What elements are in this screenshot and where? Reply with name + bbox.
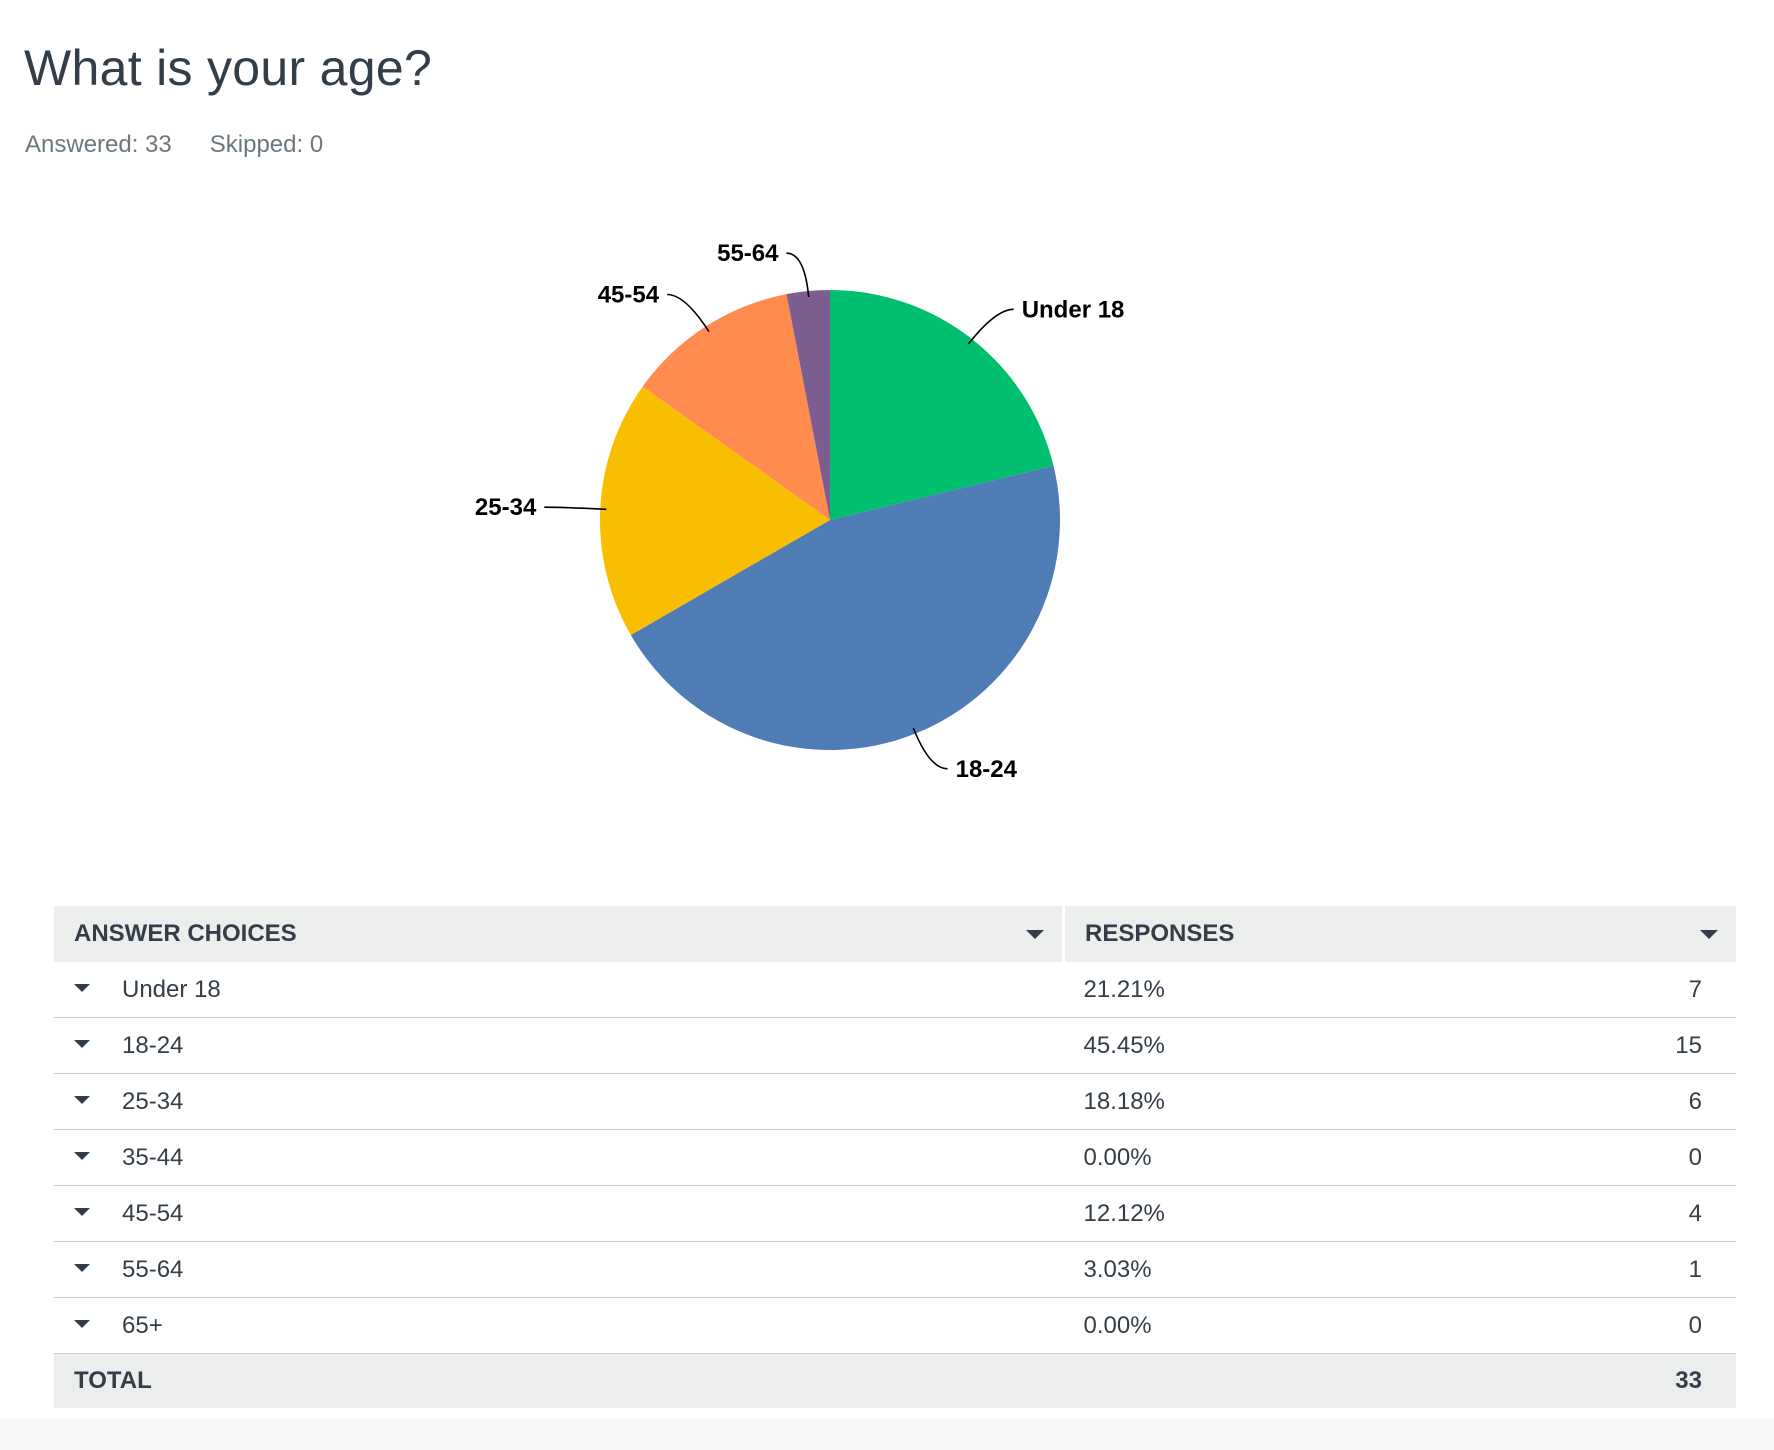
skipped-count: Skipped: 0	[209, 131, 324, 158]
pie-leader-line-25-34	[544, 506, 607, 511]
total-label: TOTAL	[54, 1353, 1064, 1408]
expand-caret-icon[interactable]	[74, 1096, 90, 1105]
answer-choice-label: 35-44	[122, 1143, 184, 1171]
response-percent: 0.00%	[1063, 1297, 1400, 1354]
response-count: 7	[1399, 962, 1736, 1018]
total-value: 33	[1399, 1353, 1736, 1408]
table-row: Under 18 21.21% 7	[54, 962, 1736, 1018]
expand-caret-icon[interactable]	[74, 1040, 90, 1049]
answer-choice-cell: 18-24	[54, 1017, 1064, 1074]
expand-caret-icon[interactable]	[74, 1152, 90, 1161]
response-count: 0	[1399, 1297, 1736, 1354]
answer-choice-label: 65+	[122, 1311, 163, 1339]
pie-slice-55-64[interactable]	[786, 290, 830, 520]
response-percent: 12.12%	[1063, 1185, 1400, 1242]
pie-slice-25-34[interactable]	[599, 386, 830, 635]
expand-caret-icon[interactable]	[74, 1320, 90, 1329]
total-row: TOTAL 33	[54, 1353, 1736, 1408]
pie-label-55-64: 55-64	[717, 240, 779, 267]
answer-choice-cell: Under 18	[54, 962, 1064, 1018]
answer-choice-cell: 25-34	[54, 1073, 1064, 1130]
pie-slices	[599, 290, 1061, 751]
pie-chart: Under 18 18-24 25-34 45-54 55-64	[475, 240, 1124, 783]
answer-choice-label: 55-64	[122, 1255, 184, 1283]
response-percent: 18.18%	[1063, 1073, 1400, 1130]
total-spacer	[1063, 1353, 1400, 1408]
expand-caret-icon[interactable]	[74, 1208, 90, 1217]
answer-choice-cell: 65+	[54, 1297, 1064, 1354]
results-table: ANSWER CHOICES RESPONSES Under 18 21.21%…	[54, 906, 1736, 1408]
sort-caret-down-icon[interactable]	[1700, 930, 1718, 939]
expand-caret-icon[interactable]	[74, 984, 90, 993]
pie-slice-45-54[interactable]	[642, 294, 830, 520]
answer-choice-label: 18-24	[122, 1031, 184, 1059]
pie-leader-line-under-18	[967, 308, 1014, 345]
sort-caret-down-icon[interactable]	[1026, 930, 1044, 939]
pie-slice-18-24[interactable]	[630, 465, 1061, 751]
pie-leader-line-18-24	[912, 727, 948, 770]
answered-count: Answered: 33	[25, 131, 172, 158]
table-row: 45-54 12.12% 4	[54, 1185, 1736, 1242]
table-row: 65+ 0.00% 0	[54, 1297, 1736, 1354]
response-percent: 21.21%	[1063, 962, 1400, 1018]
pie-slice-under-18[interactable]	[830, 290, 1054, 520]
answer-choice-label: 25-34	[122, 1087, 184, 1115]
response-percent: 45.45%	[1063, 1017, 1400, 1074]
pie-label-25-34: 25-34	[475, 494, 537, 521]
answer-choices-header[interactable]: ANSWER CHOICES	[54, 906, 1065, 962]
response-count: 6	[1399, 1073, 1736, 1130]
table-header-row: ANSWER CHOICES RESPONSES	[54, 906, 1736, 962]
response-count: 15	[1399, 1017, 1736, 1074]
expand-caret-icon[interactable]	[74, 1264, 90, 1273]
answer-choice-label: Under 18	[122, 975, 221, 1003]
response-count: 0	[1399, 1129, 1736, 1186]
answer-choice-label: 45-54	[122, 1199, 184, 1227]
table-row: 55-64 3.03% 1	[54, 1241, 1736, 1298]
pie-leader-line-55-64	[786, 252, 810, 298]
pie-labels: Under 18 18-24 25-34 45-54 55-64	[475, 240, 1124, 783]
pie-leader-line-45-54	[667, 293, 710, 333]
answer-choices-header-label: ANSWER CHOICES	[74, 920, 297, 947]
response-count: 1	[1399, 1241, 1736, 1298]
response-percent: 3.03%	[1063, 1241, 1400, 1298]
responses-header-label: RESPONSES	[1085, 920, 1235, 947]
pie-label-18-24: 18-24	[956, 756, 1018, 783]
response-stats: Answered: 33 Skipped: 0	[25, 130, 323, 160]
table-row: 35-44 0.00% 0	[54, 1129, 1736, 1186]
question-title: What is your age?	[24, 40, 433, 96]
response-count: 4	[1399, 1185, 1736, 1242]
answer-choice-cell: 45-54	[54, 1185, 1064, 1242]
table-row: 25-34 18.18% 6	[54, 1073, 1736, 1130]
pie-label-under-18: Under 18	[1022, 296, 1125, 323]
answer-choice-cell: 55-64	[54, 1241, 1064, 1298]
table-row: 18-24 45.45% 15	[54, 1017, 1736, 1074]
page-footer-band	[0, 1418, 1774, 1450]
pie-label-45-54: 45-54	[598, 282, 660, 309]
response-percent: 0.00%	[1063, 1129, 1400, 1186]
responses-header[interactable]: RESPONSES	[1063, 906, 1736, 962]
answer-choice-cell: 35-44	[54, 1129, 1064, 1186]
